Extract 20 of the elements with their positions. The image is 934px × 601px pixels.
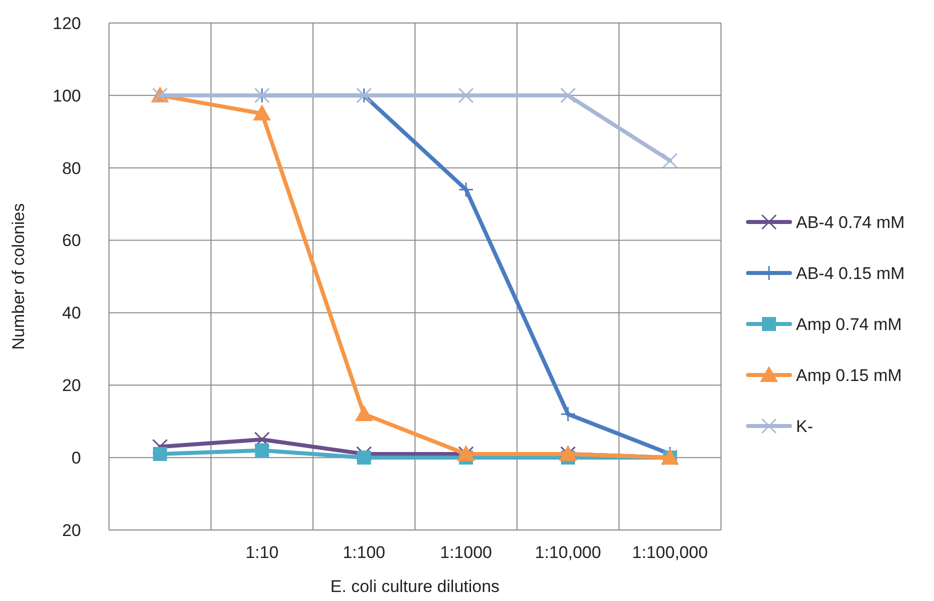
x-tick-label: 1:100,000 [632, 543, 708, 562]
legend-label: AB-4 0.15 mM [796, 264, 905, 283]
y-tick-label: 80 [62, 158, 81, 178]
x-tick-label: 1:1000 [440, 543, 492, 562]
x-tick-label: 1:10,000 [534, 543, 602, 562]
y-axis-title: Number of colonies [9, 203, 28, 350]
y-tick-label: 20 [62, 376, 81, 396]
y-tick-label: 120 [52, 14, 81, 33]
y-tick-label: 20 [62, 520, 81, 540]
legend-label: K- [796, 416, 813, 436]
x-tick-label: 1:10 [245, 543, 279, 562]
legend-label: Amp 0.74 mM [796, 314, 902, 334]
y-tick-label: 40 [62, 304, 81, 323]
legend-label: AB-4 0.74 mM [796, 212, 905, 232]
y-tick-label: 60 [62, 231, 81, 250]
y-tick-label: 100 [52, 86, 81, 106]
x-tick-label: 1:100 [342, 543, 386, 562]
y-tick-label: 0 [72, 448, 81, 468]
legend-label: Amp 0.15 mM [796, 366, 902, 385]
x-axis-title: E. coli culture dilutions [330, 577, 500, 596]
